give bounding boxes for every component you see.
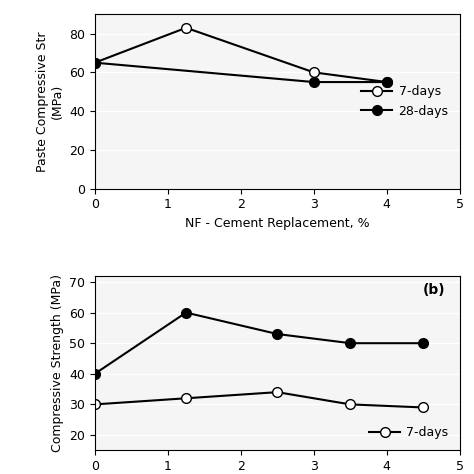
X-axis label: NF - Cement Replacement, %: NF - Cement Replacement, % <box>185 217 370 230</box>
Line: 7-days: 7-days <box>90 387 428 412</box>
7-days <box>420 405 426 410</box>
28-days <box>347 340 353 346</box>
7-days <box>274 389 280 395</box>
7-days <box>92 60 98 65</box>
Line: 7-days: 7-days <box>90 23 392 87</box>
7-days <box>384 79 390 85</box>
7-days <box>92 401 98 407</box>
28-days <box>92 60 98 65</box>
Y-axis label: Compressive Strength (MPa): Compressive Strength (MPa) <box>51 274 64 452</box>
7-days <box>183 395 189 401</box>
7-days <box>183 25 189 31</box>
7-days <box>311 70 317 75</box>
28-days <box>311 79 317 85</box>
Text: (b): (b) <box>422 283 445 297</box>
28-days <box>183 310 189 315</box>
28-days <box>274 331 280 337</box>
28-days <box>92 371 98 377</box>
28-days <box>420 340 426 346</box>
Line: 28-days: 28-days <box>90 308 428 379</box>
Legend: 7-days, 28-days: 7-days, 28-days <box>356 80 454 123</box>
28-days <box>384 79 390 85</box>
7-days <box>347 401 353 407</box>
Y-axis label: Paste Compressive Str
(MPa): Paste Compressive Str (MPa) <box>36 31 64 172</box>
Legend: 7-days: 7-days <box>364 421 454 444</box>
Line: 28-days: 28-days <box>90 58 392 87</box>
